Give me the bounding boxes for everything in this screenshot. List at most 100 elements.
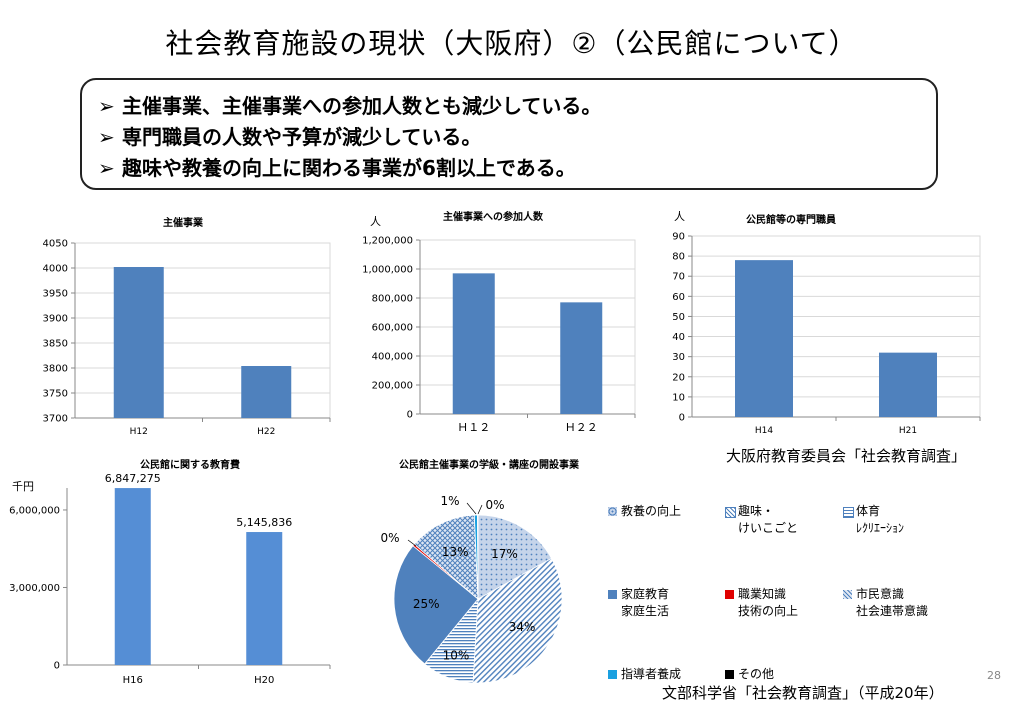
legend-label: 市民意識 社会連帯意識 [856, 586, 928, 620]
bullet-marker-icon: ➢ [98, 156, 115, 180]
legend-swatch [725, 670, 734, 679]
plot-frame [74, 242, 331, 419]
x-tick-label: H16 [123, 675, 143, 686]
bar [114, 488, 151, 665]
legend-label-line: 趣味・ [738, 504, 775, 518]
bullet-text: 趣味や教養の向上に関わる事業が6割以上である。 [122, 156, 576, 180]
legend-label: 指導者養成 [621, 666, 681, 683]
x-tick-label: H21 [899, 426, 917, 436]
legend-label-line: 技術の向上 [738, 604, 799, 618]
y-tick-label: 200,000 [372, 381, 413, 392]
pie-slice [472, 557, 563, 684]
x-tick-label: H22 [257, 427, 275, 437]
y-tick-label: 0 [679, 413, 685, 424]
pie-data-label: 34% [509, 620, 536, 634]
y-tick-label: 600,000 [372, 323, 413, 334]
bullet-3: ➢ 趣味や教養の向上に関わる事業が6割以上である。 [98, 152, 576, 181]
legend-swatch [843, 590, 852, 599]
pie-data-label: 0% [380, 531, 399, 545]
bullet-marker-icon: ➢ [98, 125, 115, 149]
legend-label: 趣味・ けいこごと [738, 503, 798, 537]
y-tick-label: 3850 [43, 339, 68, 350]
y-tick-label: 3900 [43, 314, 68, 325]
y-tick-label: 3750 [43, 389, 68, 400]
y-tick-label: 80 [672, 252, 685, 263]
bar [452, 273, 495, 414]
x-tick-label: H14 [755, 426, 773, 436]
y-tick-label: 3,000,000 [9, 583, 60, 594]
legend-label: 家庭教育 家庭生活 [621, 586, 669, 620]
y-tick-label: 1,200,000 [362, 236, 413, 247]
chart4-plot: 0 3,000,000 6,000,000 H16 6,847,275 H20 5,145,… [9, 472, 331, 686]
y-tick-label: 0 [54, 661, 60, 672]
chart5-title: 公民館主催事業の学級・講座の開設事業 [399, 460, 579, 471]
y-tick-label: 0 [407, 410, 413, 421]
x-tick-label: H20 [254, 675, 274, 686]
chart2-title: 主催事業への参加人数 [443, 212, 543, 223]
bar [113, 267, 164, 418]
y-tick-label: 400,000 [372, 352, 413, 363]
slide-title: 社会教育施設の現状（大阪府）②（公民館について） [165, 27, 858, 60]
legend-swatch [725, 590, 734, 599]
chart1-title: 主催事業 [163, 218, 203, 229]
data-label: 5,145,836 [236, 516, 292, 529]
chart2-plot: 0 200,000 400,000 600,000 800,000 1,000,000 1,… [362, 236, 636, 434]
legend-label: その他 [738, 666, 774, 683]
chart3-unit: 人 [674, 210, 685, 223]
legend-label-line: けいこごと [738, 521, 799, 535]
pie-slice [477, 514, 479, 600]
chart3-title: 公民館等の専門職員 [746, 215, 836, 226]
legend-label-line: 家庭生活 [621, 604, 670, 618]
y-tick-label: 10 [672, 392, 685, 403]
summary-box [80, 78, 938, 190]
source-osaka: 大阪府教育委員会「社会教育調査」 [726, 447, 967, 465]
y-tick-label: 70 [672, 272, 685, 283]
pie-data-label: 1% [440, 494, 459, 508]
legend-swatch [608, 670, 617, 679]
chart4-unit: 千円 [12, 480, 34, 493]
legend-label-line: 教養の向上 [621, 504, 682, 518]
bullet-1: ➢ 主催事業、主催事業への参加人数とも減少している。 [98, 90, 601, 119]
bullet-2: ➢ 専門職員の人数や予算が減少している。 [98, 121, 481, 150]
bar [879, 352, 937, 417]
legend-swatch [608, 590, 617, 599]
legend-label-line: 市民意識 [856, 587, 905, 601]
chart2-unit: 人 [370, 215, 381, 228]
pie-data-label: 25% [413, 597, 440, 611]
y-tick-label: 50 [672, 312, 685, 323]
bullet-text: 主催事業、主催事業への参加人数とも減少している。 [122, 94, 602, 118]
y-tick-label: 1,000,000 [362, 265, 413, 276]
legend-label: 体育 ﾚｸﾘｴｰｼｮﾝ [856, 503, 904, 537]
pie-chart: 17% 34% 10% 25% 13% 0% 1% 0% [380, 494, 563, 684]
pie-data-label: 10% [443, 648, 470, 662]
pie-slice [477, 514, 553, 600]
x-tick-label: Ｈ２２ [565, 421, 598, 434]
bar [560, 302, 603, 414]
legend-label-line: ﾚｸﾘｴｰｼｮﾝ [856, 521, 905, 535]
legend-label-line: 家庭教育 [621, 587, 670, 601]
pie-data-label: 13% [442, 545, 469, 559]
bar [246, 532, 283, 665]
y-tick-label: 3950 [43, 289, 68, 300]
y-tick-label: 4000 [43, 264, 68, 275]
x-tick-label: H12 [130, 427, 148, 437]
legend-swatch [608, 507, 617, 516]
legend-swatch [725, 507, 736, 518]
leader-line [477, 504, 483, 515]
y-tick-label: 3800 [43, 364, 68, 375]
legend-swatch [843, 507, 854, 518]
y-tick-label: 6,000,000 [9, 505, 60, 516]
data-label: 6,847,275 [105, 472, 161, 485]
legend-label-line: 職業知識 [738, 587, 787, 601]
bullet-marker-icon: ➢ [98, 94, 115, 118]
bar [241, 366, 292, 418]
y-tick-label: 800,000 [372, 294, 413, 305]
pie-slice [393, 545, 479, 665]
chart3-plot: 0 10 20 30 40 50 60 70 80 90 H14 H21 [672, 232, 981, 436]
legend-label-line: 体育 [856, 504, 881, 518]
legend-label-line: 指導者養成 [621, 667, 682, 681]
x-tick-label: Ｈ１２ [457, 421, 490, 434]
y-tick-label: 4050 [43, 239, 68, 250]
y-tick-label: 90 [672, 232, 685, 243]
chart4-title: 公民館に関する教育費 [140, 460, 240, 471]
